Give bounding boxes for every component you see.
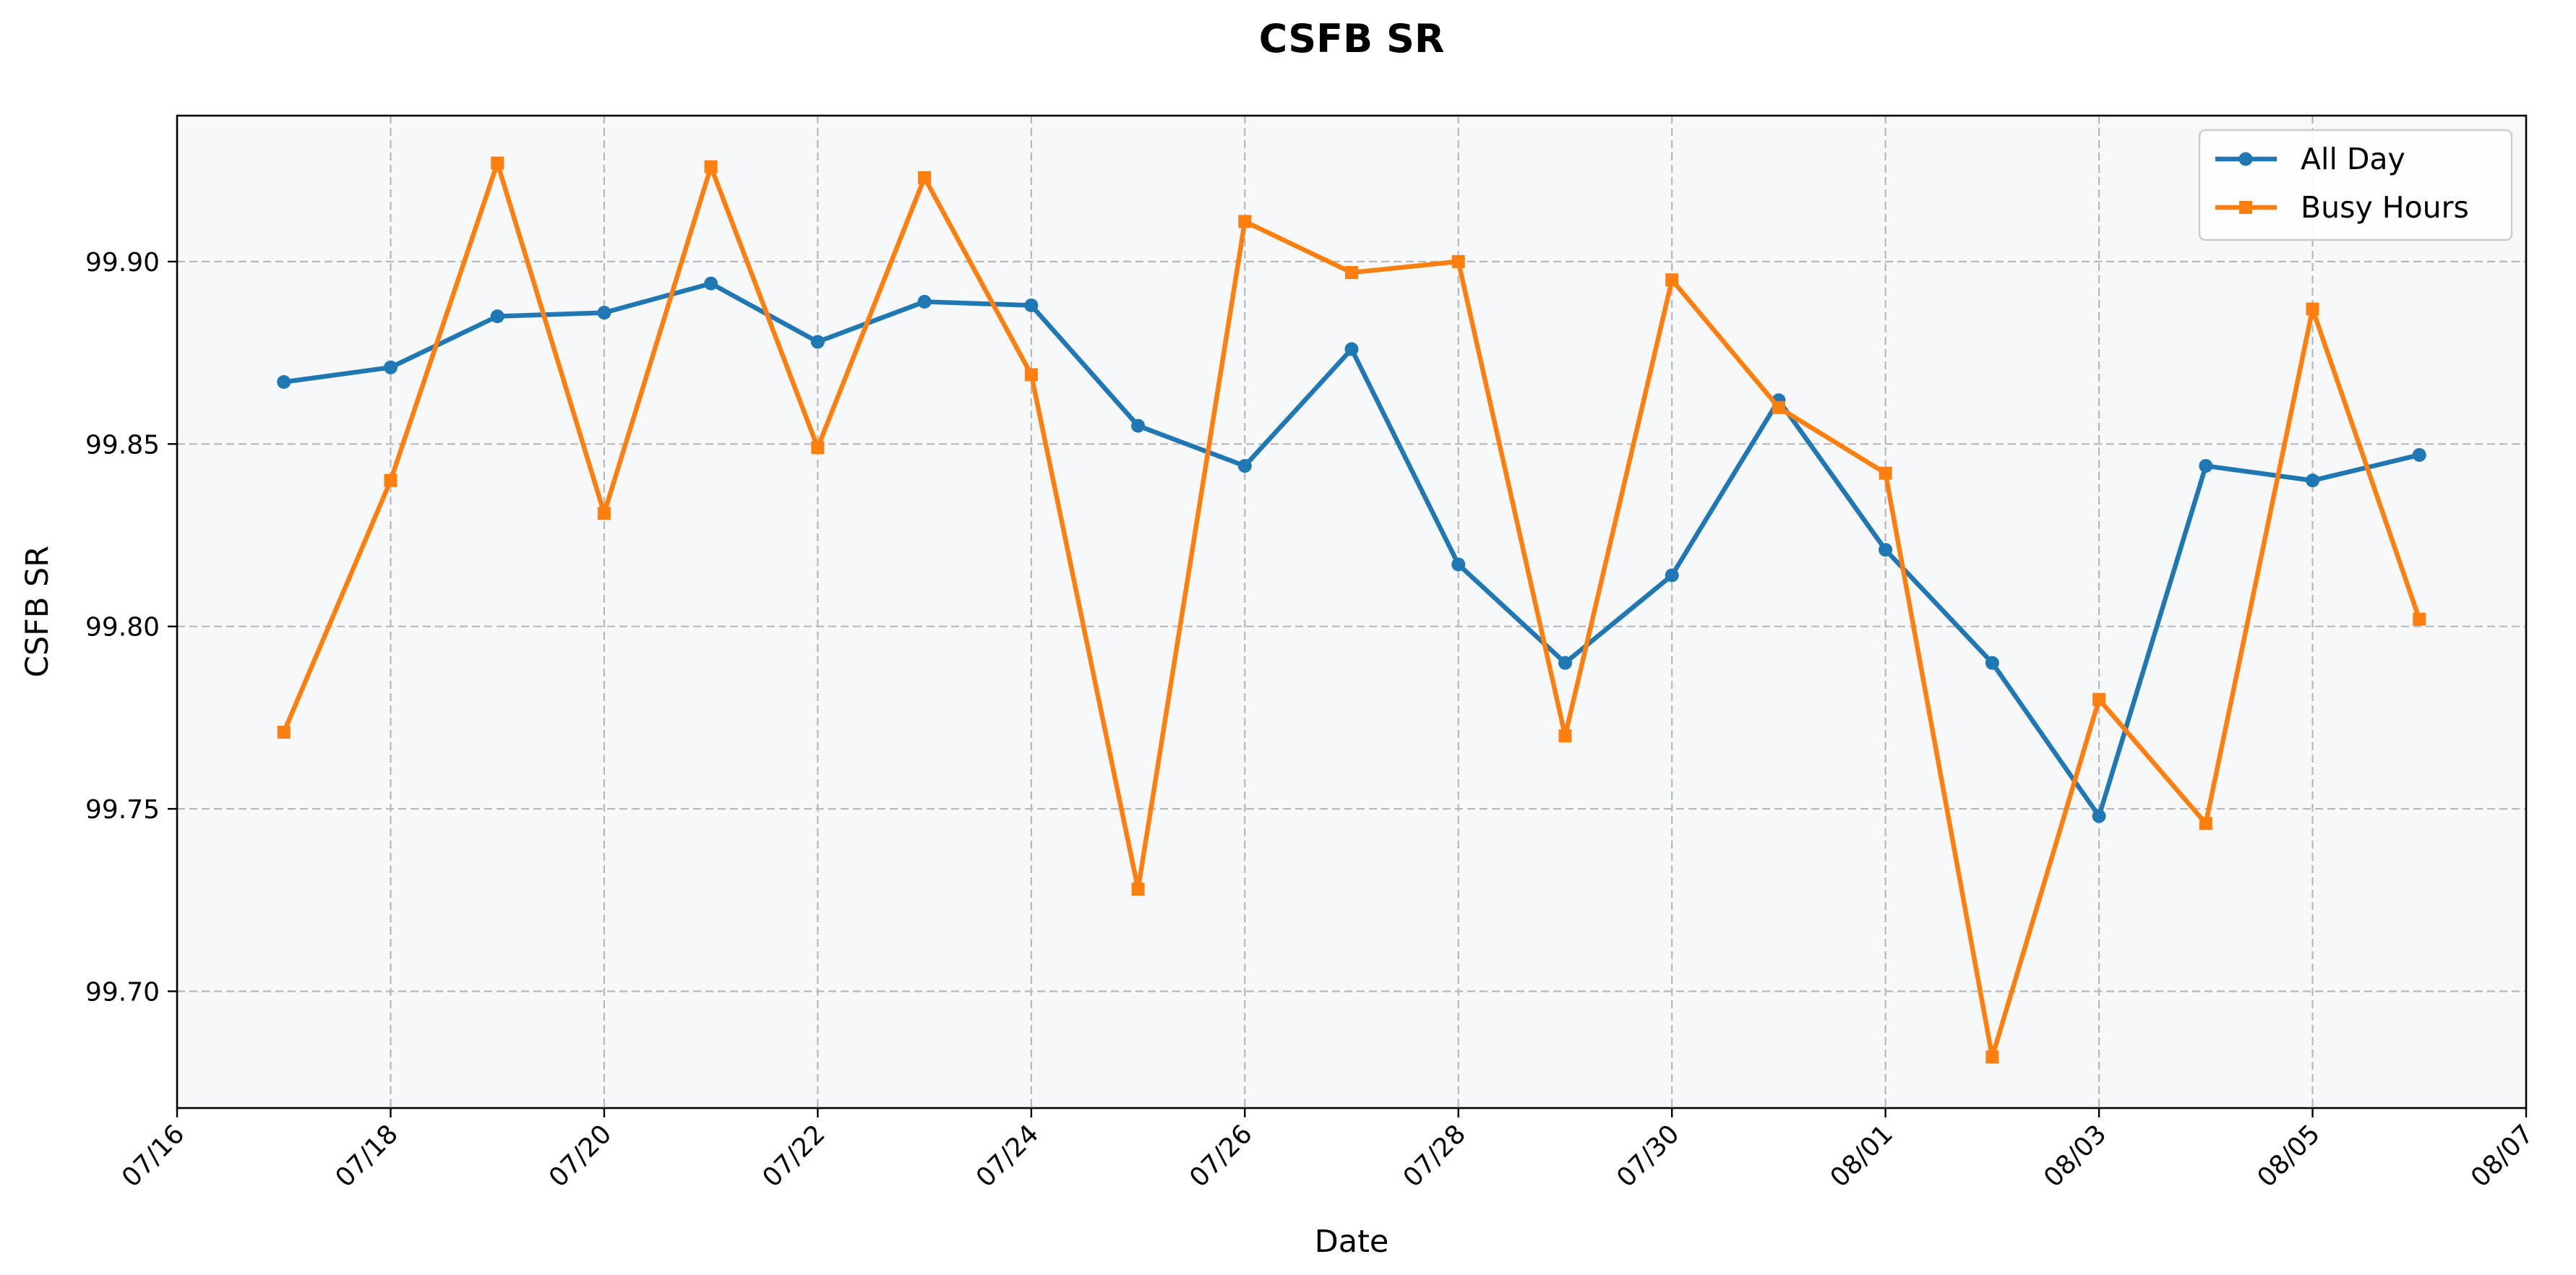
data-point-all-day <box>810 335 825 349</box>
data-point-all-day <box>490 309 505 324</box>
data-point-all-day <box>1879 543 1893 557</box>
data-point-busy-hours <box>1665 273 1679 287</box>
data-point-all-day <box>597 306 611 320</box>
data-point-busy-hours <box>1558 729 1572 743</box>
data-point-busy-hours <box>2199 817 2212 830</box>
legend: All Day Busy Hours <box>2198 129 2513 241</box>
series-all-day <box>277 276 2426 823</box>
data-point-all-day <box>2306 473 2320 488</box>
series-layer <box>277 156 2426 1064</box>
series-busy-hours <box>277 156 2426 1064</box>
data-point-busy-hours <box>2092 692 2106 706</box>
y-gridlines <box>177 260 2526 992</box>
y-axis-ticks: 99.70 99.75 99.80 99.85 99.90 <box>85 248 177 1007</box>
data-point-busy-hours <box>1985 1050 1999 1064</box>
legend-item-all-day: All Day <box>2215 142 2405 176</box>
y-tick-label: 99.80 <box>85 613 160 643</box>
y-axis-label: CSFB SR <box>20 546 56 677</box>
data-point-busy-hours <box>704 160 718 173</box>
data-point-all-day <box>1344 342 1359 356</box>
y-tick-label: 99.70 <box>85 977 160 1007</box>
y-tick-label: 99.75 <box>85 795 160 825</box>
data-point-busy-hours <box>1345 266 1358 280</box>
data-point-busy-hours <box>277 726 291 739</box>
y-tick-label: 99.90 <box>85 248 160 278</box>
legend-label: All Day <box>2301 142 2405 176</box>
data-point-all-day <box>1985 656 1999 670</box>
data-point-busy-hours <box>1024 368 1038 382</box>
data-point-all-day <box>2199 459 2213 473</box>
chart-title: CSFB SR <box>1259 16 1445 61</box>
legend-marker <box>2238 152 2253 166</box>
legend-label: Busy Hours <box>2301 190 2469 225</box>
data-point-all-day <box>2092 809 2106 823</box>
data-point-busy-hours <box>1451 254 1465 268</box>
data-point-all-day <box>1131 418 1146 433</box>
data-point-all-day <box>704 276 718 291</box>
data-point-busy-hours <box>2413 612 2426 626</box>
x-gridlines <box>390 116 2314 1108</box>
data-point-busy-hours <box>2306 302 2319 316</box>
data-point-all-day <box>1451 557 1466 572</box>
y-tick-label: 99.85 <box>85 430 160 460</box>
legend-item-busy-hours: Busy Hours <box>2215 190 2469 225</box>
legend-box <box>2198 129 2513 241</box>
plot-frame <box>176 114 2528 1109</box>
data-point-all-day <box>383 360 398 374</box>
data-point-busy-hours <box>1772 400 1785 414</box>
data-point-all-day <box>1558 656 1572 670</box>
data-point-busy-hours <box>384 473 398 487</box>
data-point-all-day <box>1024 298 1039 312</box>
data-point-busy-hours <box>918 171 932 184</box>
data-point-all-day <box>277 374 291 389</box>
data-point-all-day <box>2412 447 2426 462</box>
legend-marker <box>2239 201 2252 214</box>
data-point-busy-hours <box>597 507 611 520</box>
data-point-all-day <box>917 294 932 309</box>
data-point-busy-hours <box>491 156 505 170</box>
plot-area <box>177 116 2526 1108</box>
data-point-busy-hours <box>811 441 825 455</box>
data-point-busy-hours <box>1879 466 1892 480</box>
x-axis-label: Date <box>1315 1224 1389 1260</box>
data-point-busy-hours <box>1238 215 1252 228</box>
data-point-all-day <box>1665 568 1679 583</box>
data-point-all-day <box>1237 459 1252 473</box>
data-point-busy-hours <box>1131 883 1145 896</box>
